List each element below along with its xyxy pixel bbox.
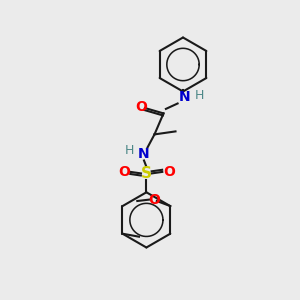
Text: H: H <box>125 144 134 157</box>
Text: H: H <box>195 89 204 102</box>
Text: O: O <box>163 165 175 179</box>
Text: N: N <box>179 90 190 104</box>
Text: O: O <box>135 100 147 113</box>
Text: O: O <box>118 165 130 179</box>
Text: S: S <box>141 166 152 181</box>
Text: N: N <box>138 147 150 161</box>
Text: O: O <box>148 193 160 206</box>
